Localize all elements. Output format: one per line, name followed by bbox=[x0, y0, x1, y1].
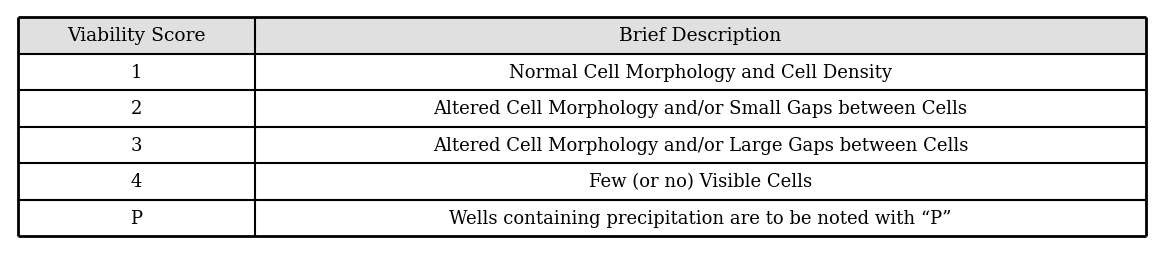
Text: P: P bbox=[130, 209, 142, 227]
Bar bbox=[255, 163, 1147, 200]
Bar bbox=[17, 54, 255, 91]
Bar bbox=[17, 18, 255, 54]
Text: Viability Score: Viability Score bbox=[68, 27, 206, 45]
Text: 4: 4 bbox=[130, 172, 142, 190]
Text: Brief Description: Brief Description bbox=[619, 27, 781, 45]
Bar bbox=[255, 18, 1147, 54]
Bar bbox=[255, 127, 1147, 163]
Bar bbox=[255, 54, 1147, 91]
Text: Few (or no) Visible Cells: Few (or no) Visible Cells bbox=[589, 172, 812, 190]
Bar bbox=[255, 200, 1147, 236]
Bar bbox=[17, 200, 255, 236]
Bar bbox=[17, 163, 255, 200]
Text: 1: 1 bbox=[130, 64, 142, 82]
Text: Normal Cell Morphology and Cell Density: Normal Cell Morphology and Cell Density bbox=[509, 64, 892, 82]
Text: 3: 3 bbox=[130, 136, 142, 154]
Text: Altered Cell Morphology and/or Small Gaps between Cells: Altered Cell Morphology and/or Small Gap… bbox=[433, 100, 967, 118]
Text: Altered Cell Morphology and/or Large Gaps between Cells: Altered Cell Morphology and/or Large Gap… bbox=[433, 136, 968, 154]
Bar bbox=[17, 91, 255, 127]
Bar bbox=[255, 91, 1147, 127]
Text: 2: 2 bbox=[130, 100, 142, 118]
Bar bbox=[17, 127, 255, 163]
Text: Wells containing precipitation are to be noted with “P”: Wells containing precipitation are to be… bbox=[449, 209, 952, 227]
